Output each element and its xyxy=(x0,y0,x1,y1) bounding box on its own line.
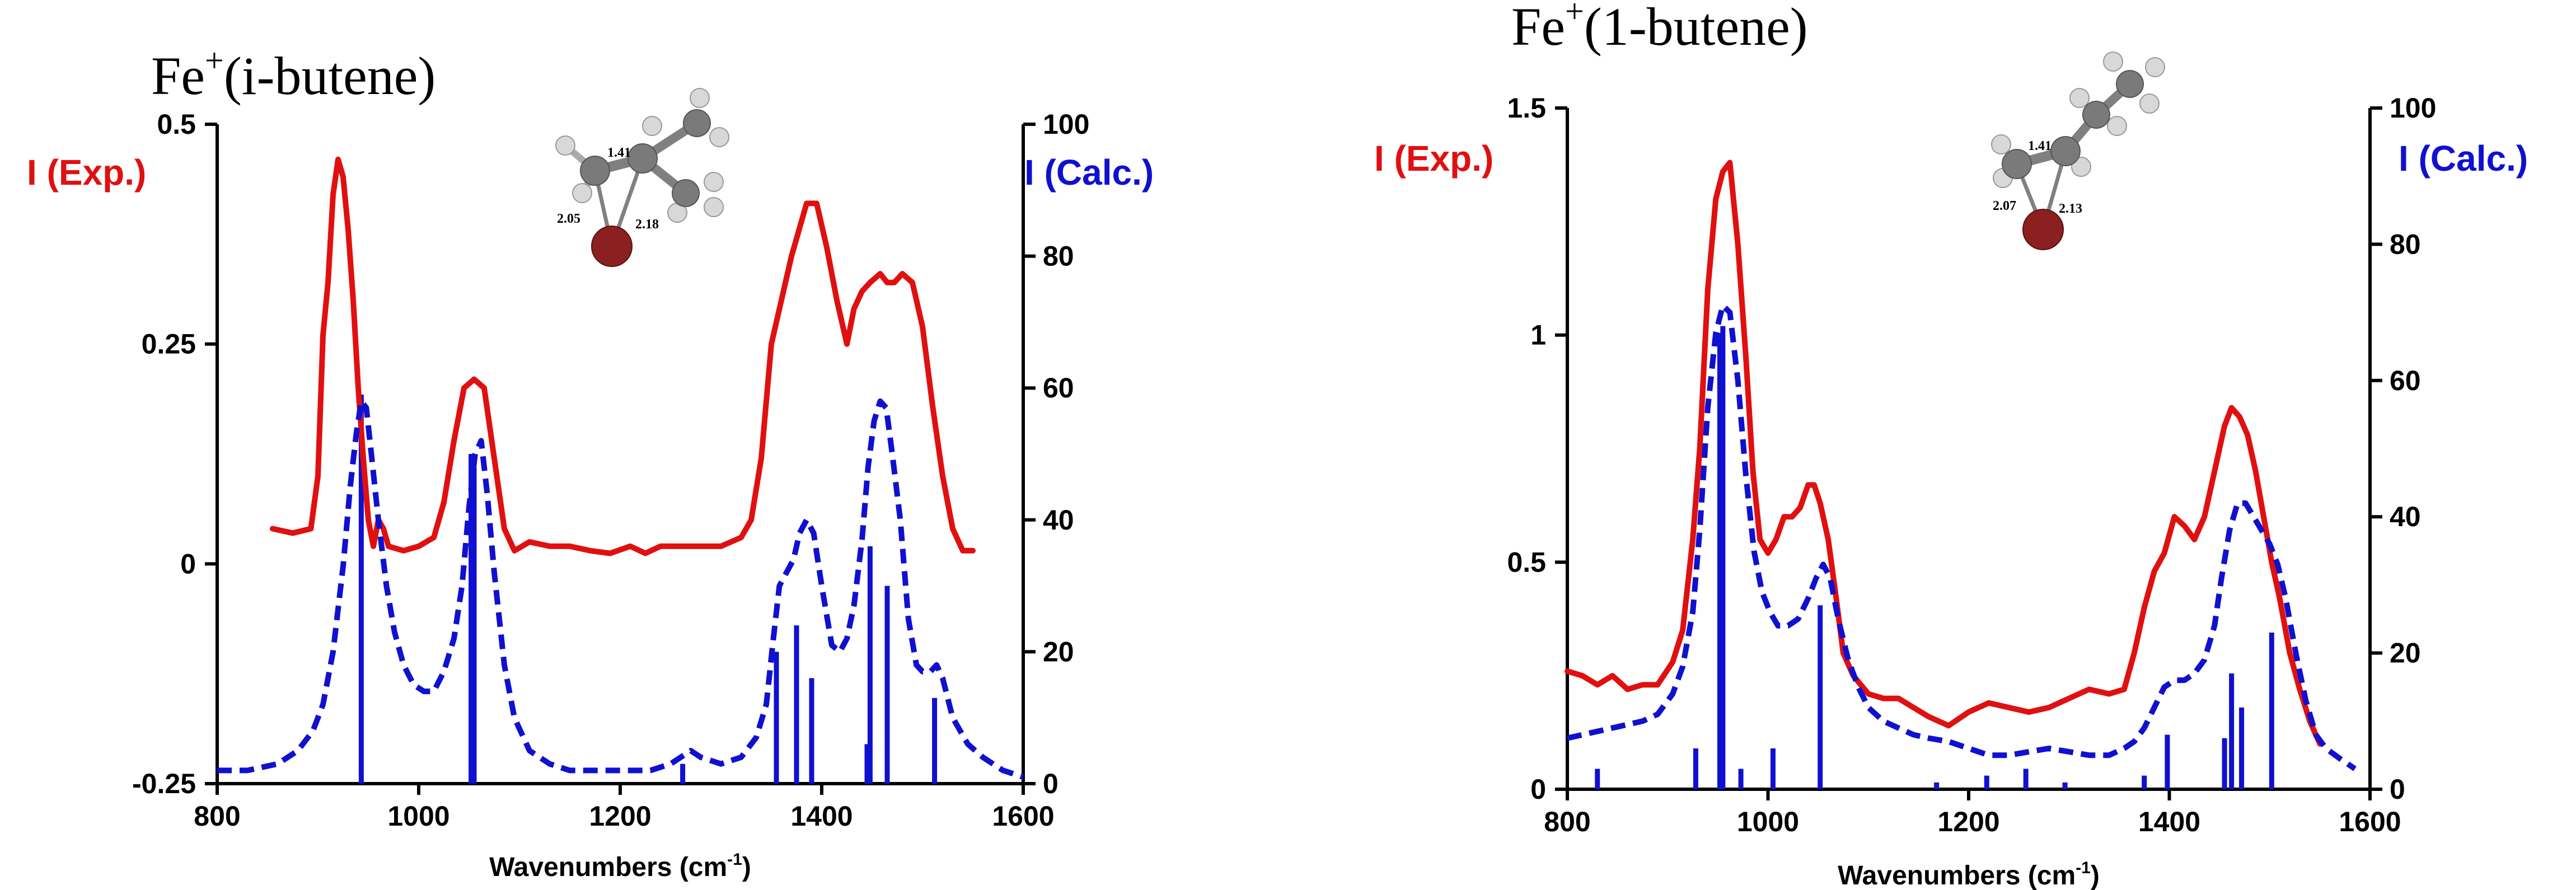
right-y-tick-label: 60 xyxy=(1043,372,1074,404)
x-tick-label: 1200 xyxy=(589,800,651,832)
left-y-tick-label: 0.5 xyxy=(1507,546,1546,578)
right-y-tick-label: 0 xyxy=(1043,768,1058,799)
right-axis-label: I (Calc.) xyxy=(2399,138,2528,179)
x-tick-label: 1400 xyxy=(2138,806,2200,837)
right-y-tick-label: 0 xyxy=(2390,774,2405,805)
molecule-inset: 1.41 2.05 2.18 xyxy=(555,88,729,267)
hydrogen-atom xyxy=(690,88,710,108)
left-y-tick-label: 0.5 xyxy=(157,109,196,140)
carbon-atom xyxy=(2002,149,2032,179)
exp-spectrum-line xyxy=(270,156,976,556)
hydrogen-atom xyxy=(555,135,575,156)
molecule-inset: 1.41 2.07 2.13 xyxy=(1991,51,2165,250)
right-axis-label: I (Calc.) xyxy=(1024,152,1154,193)
right-y-tick-label: 80 xyxy=(2390,228,2421,260)
hydrogen-atom xyxy=(572,183,592,203)
x-axis-title: Wavenumbers (cm-1) xyxy=(489,850,751,882)
bond-label: 1.41 xyxy=(607,146,631,160)
bond-label: 2.18 xyxy=(635,217,659,232)
x-tick-label: 1000 xyxy=(1737,806,1799,837)
chart-panel-1-butene: Fe+(1-butene) I (Exp.) I (Calc.) Wavenum… xyxy=(1374,0,2528,890)
exp-spectrum-line xyxy=(1565,160,2323,747)
x-tick-label: 800 xyxy=(194,800,240,832)
hydrogen-atom xyxy=(2107,116,2127,136)
x-axis-title: Wavenumbers (cm-1) xyxy=(1838,859,2100,890)
x-tick-label: 1200 xyxy=(1937,806,1999,837)
left-y-tick-label: 1 xyxy=(1530,320,1546,351)
chart-title: Fe+(i-butene) xyxy=(151,42,435,106)
hydrogen-atom xyxy=(642,116,662,136)
bond-label: 2.07 xyxy=(1993,199,2016,213)
left-axis-label: I (Exp.) xyxy=(1374,138,1493,179)
right-y-tick-label: 40 xyxy=(2390,501,2421,532)
x-tick-label: 800 xyxy=(1544,806,1590,837)
iron-atom xyxy=(2022,209,2064,250)
bond-label: 1.41 xyxy=(2028,139,2052,153)
left-axis-label: I (Exp.) xyxy=(27,152,146,193)
bond-label: 2.13 xyxy=(2059,202,2082,216)
carbon-atom xyxy=(683,109,711,137)
hydrogen-atom xyxy=(2071,157,2091,177)
iron-atom xyxy=(591,226,633,267)
right-y-tick-label: 40 xyxy=(1043,504,1074,536)
hydrogen-atom xyxy=(2145,57,2165,77)
left-y-tick-label: 0.25 xyxy=(142,329,196,360)
hydrogen-atom xyxy=(2139,93,2160,114)
right-y-tick-label: 100 xyxy=(1043,109,1089,140)
hydrogen-atom xyxy=(1991,134,2011,154)
hydrogen-atom xyxy=(709,127,729,147)
carbon-atom xyxy=(2116,70,2144,98)
left-y-tick-label: 0 xyxy=(180,548,196,579)
right-y-tick-label: 60 xyxy=(2390,365,2421,396)
x-tick-label: 1600 xyxy=(992,800,1054,832)
right-y-tick-label: 20 xyxy=(1043,636,1074,667)
carbon-atom xyxy=(2050,136,2081,166)
right-y-tick-label: 20 xyxy=(2390,638,2421,669)
left-y-tick-label: 1.5 xyxy=(1507,92,1546,124)
hydrogen-atom xyxy=(2103,51,2123,72)
carbon-atom xyxy=(672,179,700,207)
x-tick-label: 1600 xyxy=(2339,806,2401,837)
hydrogen-atom xyxy=(704,197,724,217)
left-y-tick-label: -0.25 xyxy=(132,768,196,799)
right-y-tick-label: 100 xyxy=(2390,92,2436,124)
calc-spectrum-line xyxy=(1566,302,2357,771)
x-tick-label: 1000 xyxy=(387,800,449,832)
chart-title: Fe+(1-butene) xyxy=(1511,0,1808,57)
carbon-atom xyxy=(627,143,658,174)
left-y-tick-label: 0 xyxy=(1530,774,1546,805)
chart-panel-i-butene: Fe+(i-butene) I (Exp.) I (Calc.) Wavenum… xyxy=(27,42,1154,882)
x-tick-label: 1400 xyxy=(790,800,853,832)
right-y-tick-label: 80 xyxy=(1043,241,1074,272)
carbon-atom xyxy=(2082,101,2110,129)
bond-label: 2.05 xyxy=(557,212,580,226)
carbon-atom xyxy=(580,156,610,186)
hydrogen-atom xyxy=(2069,88,2090,108)
calc-spectrum-line xyxy=(217,398,1024,780)
hydrogen-atom xyxy=(704,172,724,192)
